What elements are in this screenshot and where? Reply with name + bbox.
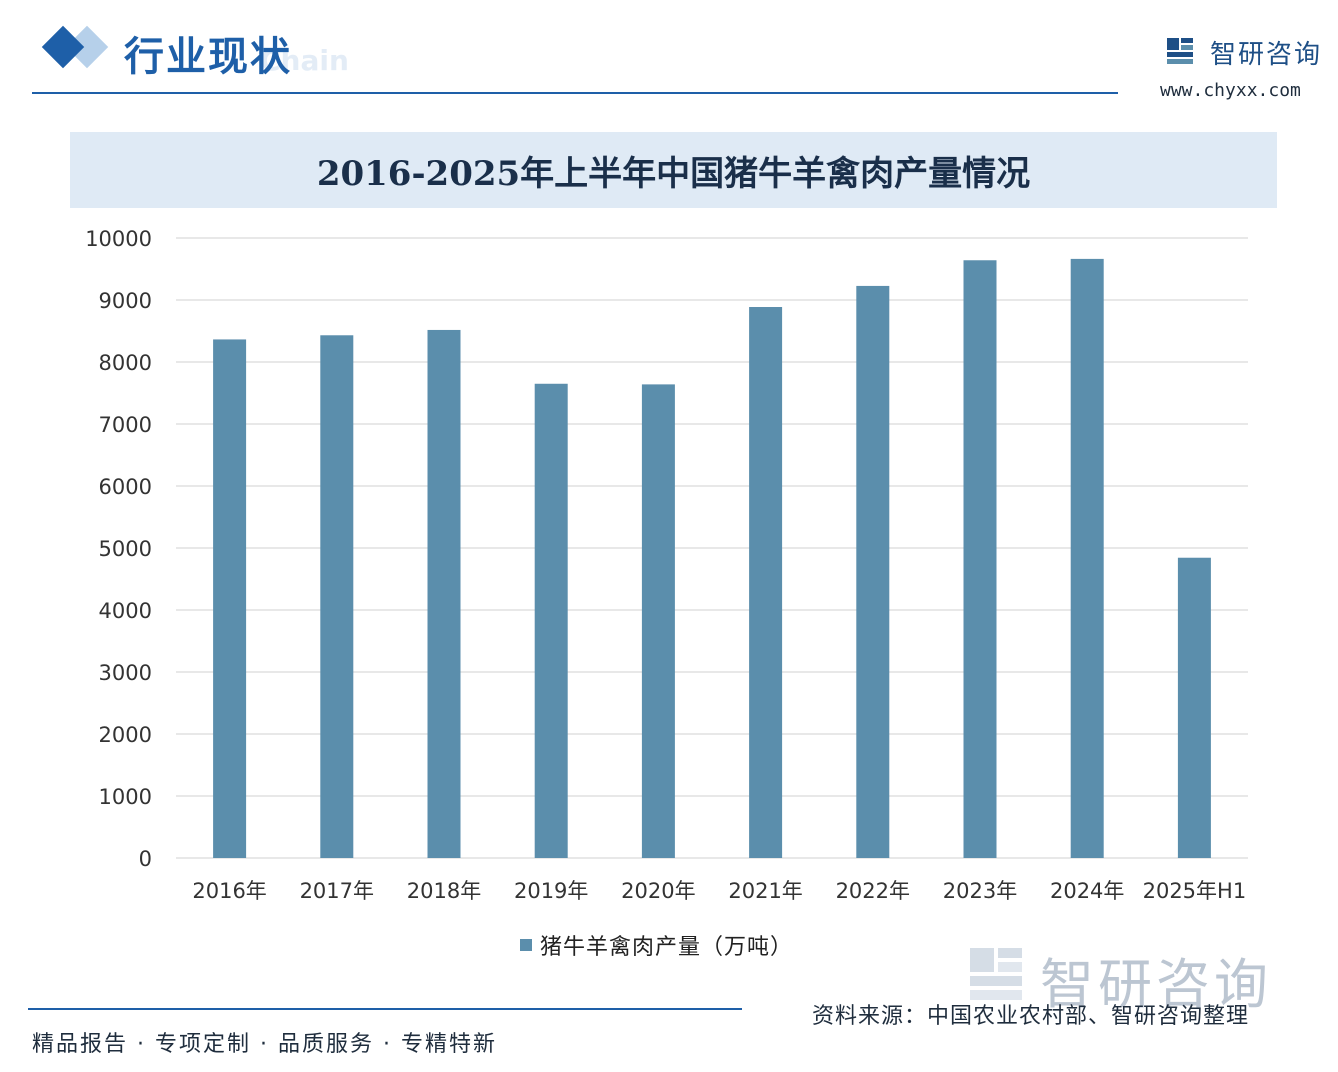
y-tick-label: 6000	[99, 475, 152, 499]
chart-title: 2016-2025年上半年中国猪牛羊禽肉产量情况	[316, 154, 1031, 194]
x-tick-label: 2021年	[728, 879, 802, 903]
y-tick-label: 7000	[99, 413, 152, 437]
bar	[1177, 557, 1211, 858]
y-tick-label: 1000	[99, 785, 152, 809]
y-tick-label: 4000	[99, 599, 152, 623]
x-tick-label: 2017年	[300, 879, 374, 903]
x-tick-label: 2025年H1	[1143, 879, 1247, 903]
header: Chain 行业现状 智研咨询 www.chyxx.com	[0, 0, 1338, 110]
x-tick-label: 2020年	[621, 879, 695, 903]
watermark-name: 智研咨询	[1040, 953, 1272, 1016]
section-title: 行业现状	[124, 34, 292, 80]
y-tick-label: 3000	[99, 661, 152, 685]
footer-divider	[28, 1008, 742, 1010]
footer-slogan: 精品报告 · 专项定制 · 品质服务 · 专精特新	[32, 1032, 497, 1057]
brand-url: www.chyxx.com	[1160, 80, 1301, 101]
bar	[1070, 258, 1104, 858]
bar	[427, 329, 461, 858]
chart-legend: 猪牛羊禽肉产量（万吨）	[520, 930, 793, 960]
bar	[534, 383, 568, 858]
legend-swatch	[520, 939, 532, 951]
x-tick-label: 2019年	[514, 879, 588, 903]
bar	[641, 384, 675, 858]
x-tick-label: 2018年	[407, 879, 481, 903]
brand-logo-icon	[1167, 38, 1193, 64]
y-tick-label: 0	[139, 847, 152, 871]
bar	[856, 285, 890, 858]
x-tick-label: 2022年	[836, 879, 910, 903]
diamond-icon	[41, 25, 85, 69]
x-tick-label: 2023年	[943, 879, 1017, 903]
chart-title-band	[70, 132, 1277, 208]
bar	[749, 307, 783, 858]
y-tick-label: 8000	[99, 351, 152, 375]
y-tick-label: 5000	[99, 537, 152, 561]
x-tick-label: 2024年	[1050, 879, 1124, 903]
source-note: 资料来源：中国农业农村部、智研咨询整理	[812, 1004, 1250, 1029]
bar	[963, 260, 997, 858]
bar	[213, 339, 247, 858]
bar-chart: 0 1000 2000 3000 4000 5000 6000 7000 8000 9000 100…	[85, 227, 1248, 903]
section-subtitle: Chain	[260, 44, 349, 77]
y-tick-label: 9000	[99, 289, 152, 313]
legend-label: 猪牛羊禽肉产量（万吨）	[540, 935, 794, 960]
header-divider	[32, 92, 1118, 94]
x-tick-label: 2016年	[192, 879, 266, 903]
y-tick-label: 10000	[85, 227, 152, 251]
bar	[320, 335, 354, 858]
y-tick-label: 2000	[99, 723, 152, 747]
watermark-logo-icon	[970, 948, 1022, 1000]
brand-name: 智研咨询	[1210, 40, 1323, 70]
